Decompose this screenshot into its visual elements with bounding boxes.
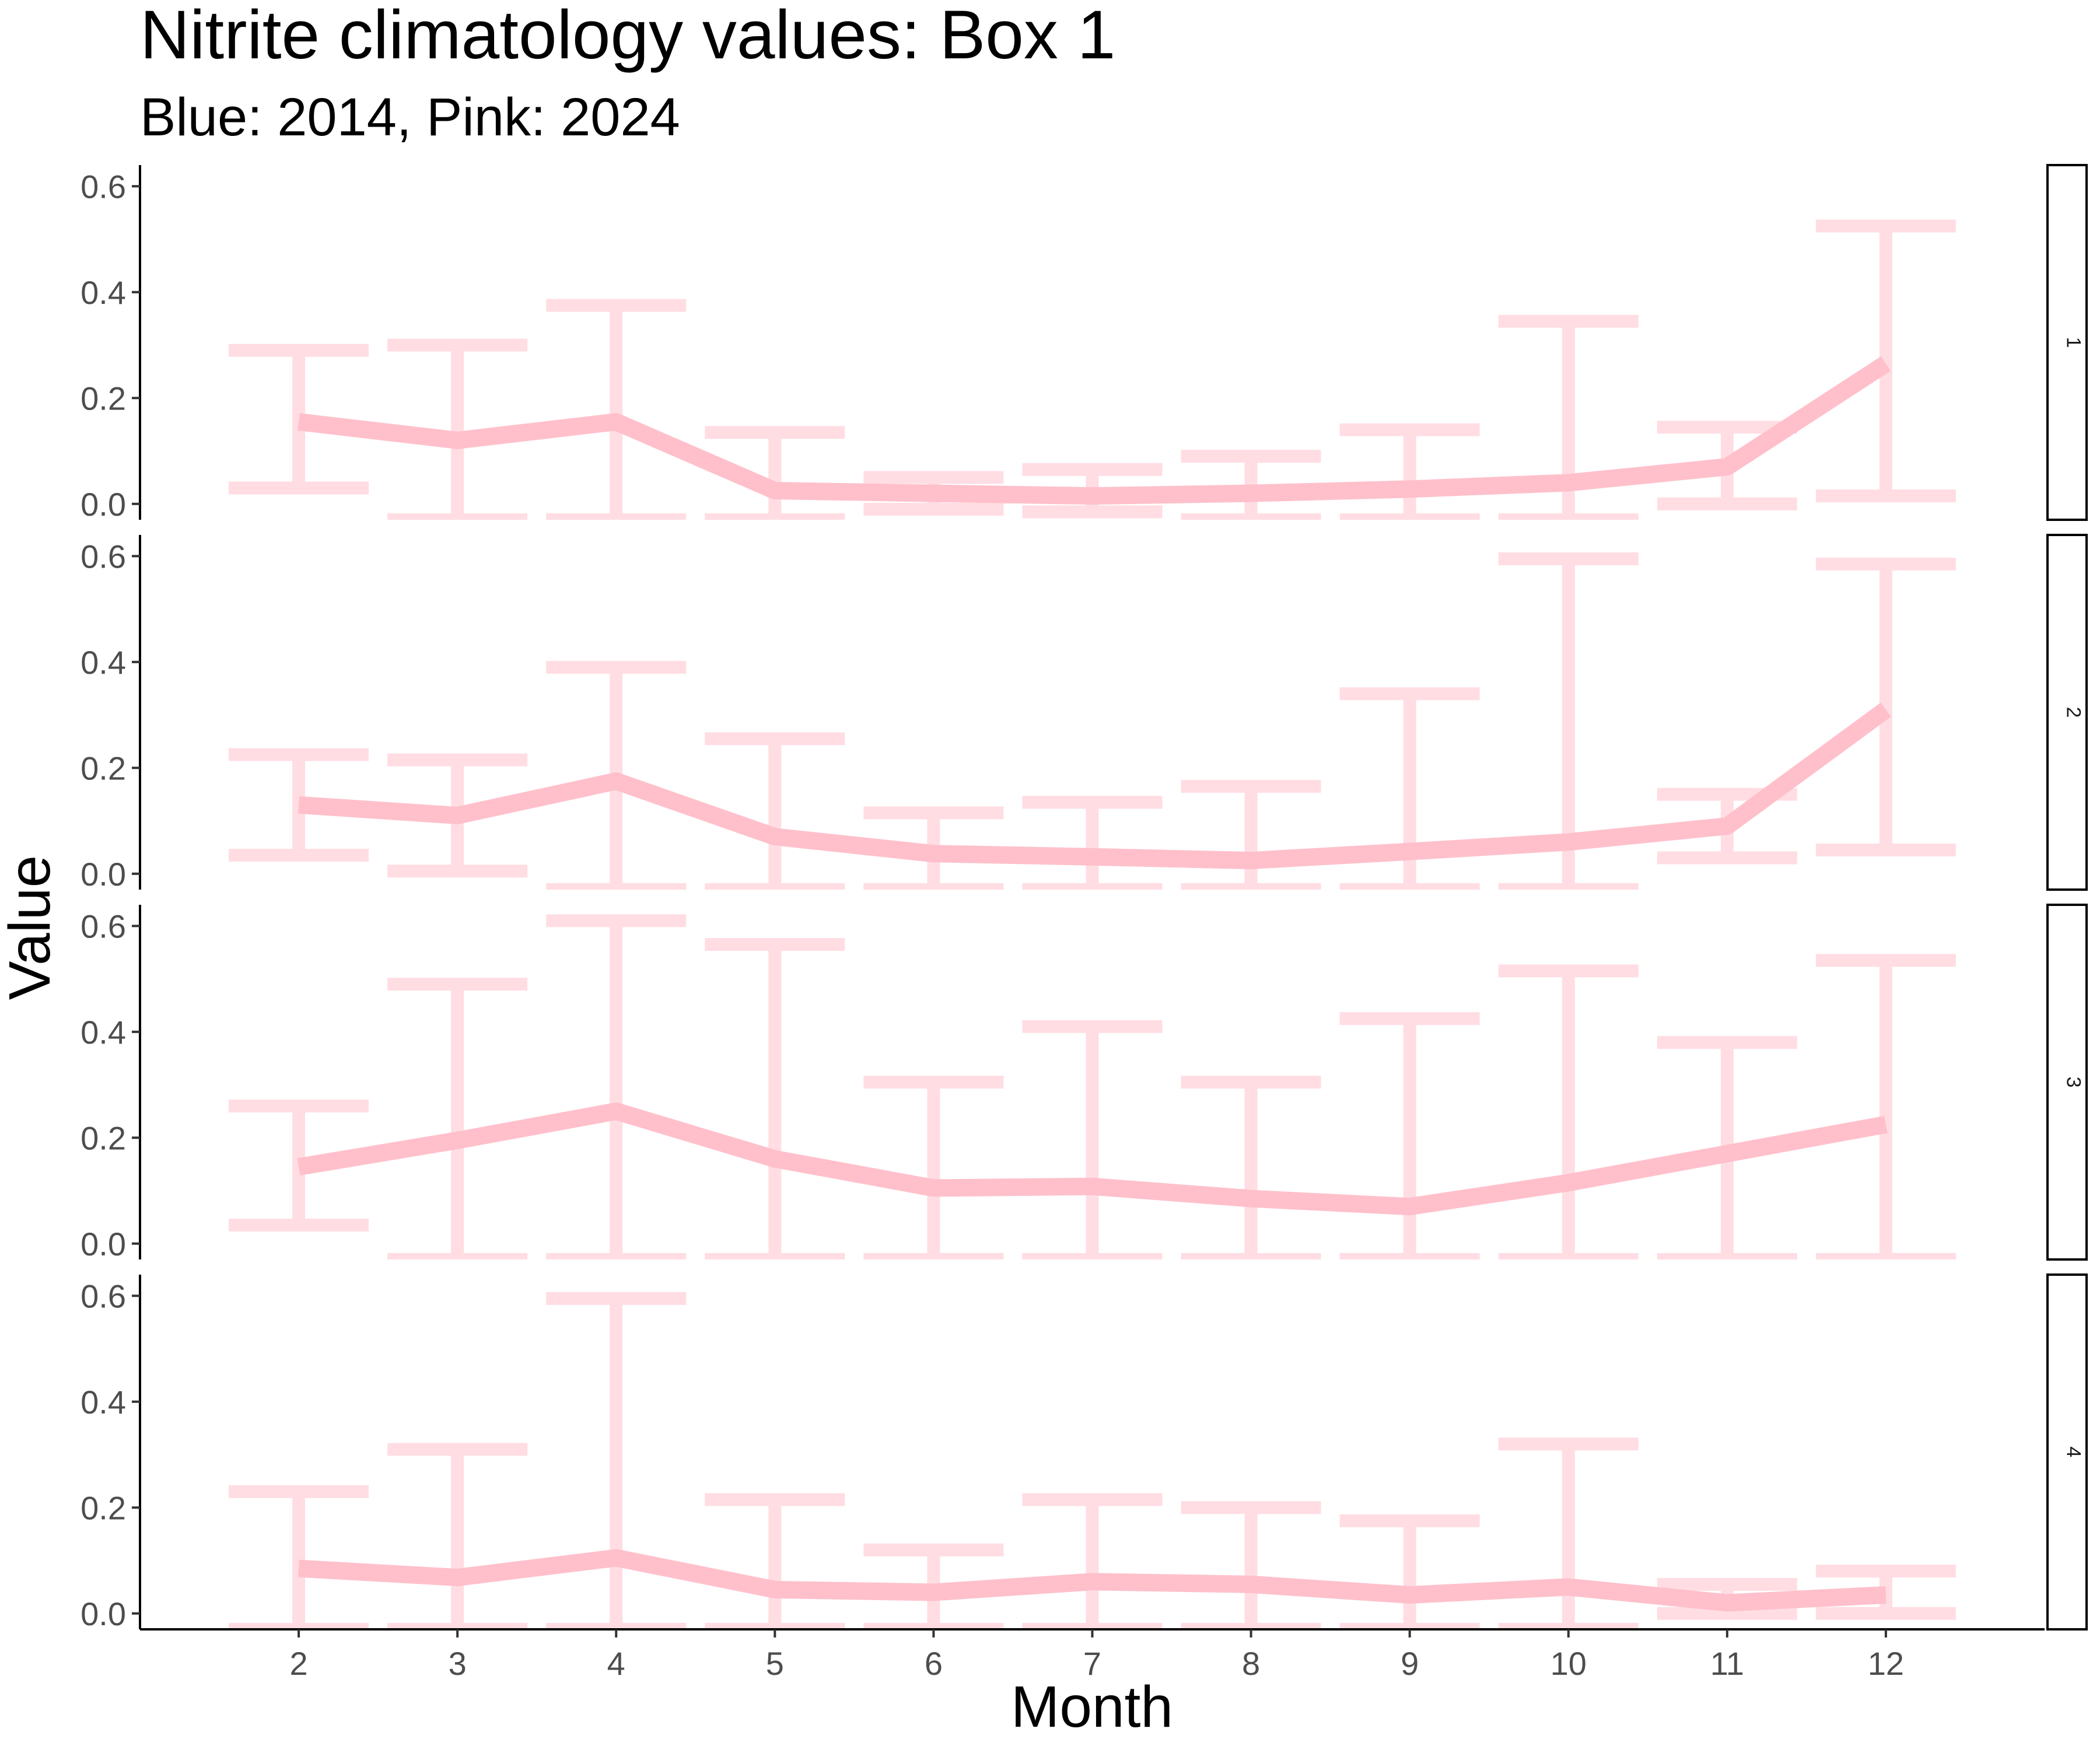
facet-strip-label: 2 (2063, 707, 2085, 718)
y-tick-label: 0.6 (80, 908, 126, 944)
panel-plot-area (229, 552, 1956, 890)
y-tick-label: 0.0 (80, 486, 126, 523)
facet-strip-label: 1 (2063, 337, 2085, 348)
x-tick-label: 12 (1868, 1645, 1904, 1682)
panel-1: 0.0 0.2 0.4 0.6 1 (80, 164, 2088, 523)
y-tick-label: 0.6 (80, 538, 126, 575)
panel-4: 0.0 0.2 0.4 0.6 4 (80, 1273, 2088, 1632)
mean-line (298, 1549, 1887, 1612)
panel-plot-area (229, 914, 1956, 1259)
y-tick-label: 0.4 (80, 1014, 126, 1051)
y-axis-label: Value (0, 855, 62, 1000)
y-tick-label: 0.2 (80, 380, 126, 417)
y-tick-label: 0.6 (80, 168, 126, 205)
facet-strip (2046, 164, 2088, 521)
y-tick-label: 0.0 (80, 856, 126, 893)
x-tick-label: 4 (607, 1645, 625, 1682)
facet-strip-label: 3 (2063, 1077, 2085, 1088)
x-tick-label: 11 (1710, 1645, 1744, 1682)
mean-line (298, 356, 1891, 505)
x-tick-label: 7 (1083, 1645, 1101, 1682)
x-tick-label: 2 (290, 1645, 308, 1682)
y-tick-label: 0.2 (80, 1489, 126, 1526)
chart-title: Nitrite climatology values: Box 1 (140, 0, 1115, 74)
facet-strip (2046, 534, 2088, 891)
x-tick-label: 8 (1242, 1645, 1260, 1682)
y-tick-label: 0.0 (80, 1226, 126, 1262)
y-tick-label: 0.0 (80, 1595, 126, 1632)
panels-layer: 0.00.20.40.610.00.20.40.620.00.20.40.630… (80, 164, 2088, 1632)
mean-line (297, 1102, 1888, 1216)
x-tick-label: 3 (449, 1645, 467, 1682)
y-tick-label: 0.4 (80, 644, 126, 681)
x-tick-label: 10 (1550, 1645, 1587, 1682)
y-tick-label: 0.2 (80, 1119, 126, 1156)
x-tick-label: 9 (1401, 1645, 1419, 1682)
panel-plot-area (229, 1292, 1956, 1629)
y-tick-label: 0.4 (80, 274, 126, 311)
panel-2: 0.0 0.2 0.4 0.6 2 (80, 534, 2088, 893)
chart-subtitle: Blue: 2014, Pink: 2024 (140, 88, 680, 147)
y-tick-label: 0.6 (80, 1278, 126, 1314)
x-axis-label: Month (1011, 1674, 1173, 1740)
x-axis: 2 3 4 5 6 7 8 9 10 11 12 (140, 1628, 2045, 1682)
panel-plot-area (229, 219, 1956, 520)
facet-strip (2046, 904, 2088, 1261)
panel-3: 0.0 0.2 0.4 0.6 3 (80, 904, 2088, 1262)
x-tick-label: 5 (766, 1645, 784, 1682)
y-tick-label: 0.2 (80, 750, 126, 786)
facet-strip-label: 4 (2063, 1447, 2085, 1458)
mean-line (298, 702, 1891, 870)
facet-strip (2046, 1273, 2088, 1630)
x-tick-label: 6 (925, 1645, 943, 1682)
y-tick-label: 0.4 (80, 1384, 126, 1420)
